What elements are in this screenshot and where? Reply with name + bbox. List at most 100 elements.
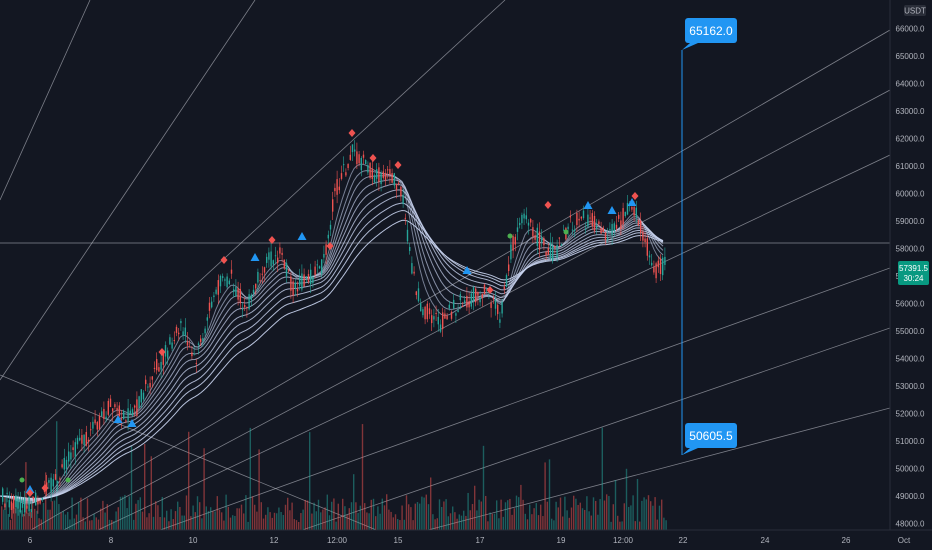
volume-bar	[141, 511, 144, 530]
volume-bar	[36, 510, 38, 530]
volume-bar	[599, 499, 601, 530]
fan-line[interactable]	[109, 267, 891, 549]
candle-body	[268, 252, 270, 260]
volume-bar	[595, 500, 597, 530]
volume-bar	[524, 513, 526, 530]
candle-body	[525, 215, 527, 220]
candle-body	[217, 280, 219, 295]
candle-body	[222, 276, 224, 278]
candle-body	[424, 306, 426, 320]
fan-line[interactable]	[0, 0, 256, 381]
fan-line[interactable]	[0, 0, 91, 201]
candle-body	[21, 499, 24, 508]
candle-body	[604, 232, 607, 241]
candle-body	[28, 496, 30, 512]
fan-line[interactable]	[0, 29, 891, 549]
volume-bar	[588, 511, 590, 530]
volume-bar	[441, 507, 443, 530]
volume-bar	[416, 502, 419, 530]
candle-body	[571, 229, 574, 231]
price-tick-label: 66000.0	[896, 25, 925, 34]
current-price-value: 57391.5	[899, 264, 928, 273]
volume-bar	[80, 497, 82, 530]
down-diamond-icon	[158, 348, 166, 356]
candle-body	[24, 498, 26, 513]
candle-body	[556, 244, 558, 258]
candle-body	[312, 277, 314, 284]
price-tick-label: 50000.0	[896, 465, 925, 474]
candle-body	[87, 439, 90, 442]
up-triangle-icon	[127, 419, 137, 427]
volume-bar	[458, 514, 460, 530]
candle-body	[156, 359, 158, 371]
volume-bar	[647, 495, 650, 530]
volume-bar	[628, 506, 630, 530]
candle-body	[340, 173, 343, 179]
candle-body	[81, 435, 83, 444]
candle-body	[615, 224, 618, 229]
volume-bar	[656, 519, 658, 530]
candle-body	[259, 280, 261, 282]
volume-bar	[394, 514, 397, 530]
volume-bar	[610, 521, 612, 530]
volume-bar	[467, 492, 469, 530]
volume-bar	[654, 497, 656, 530]
volume-bar	[619, 521, 621, 530]
volume-bar	[478, 499, 480, 530]
candle-body	[459, 294, 461, 301]
volume-bar	[612, 504, 614, 530]
candle-body	[136, 399, 138, 416]
candle-body	[244, 304, 246, 308]
time-tick-label: 15	[394, 536, 403, 545]
candle-body	[349, 154, 351, 160]
lower-callout[interactable]: 50605.5	[682, 423, 737, 455]
volume-bar	[130, 446, 133, 530]
volume-bar	[414, 503, 416, 530]
candle-body	[582, 210, 585, 219]
candle-body	[266, 256, 268, 263]
volume-bar	[293, 519, 295, 530]
time-tick-label: 12	[270, 536, 279, 545]
volume-bar	[126, 508, 128, 530]
candle-body	[378, 167, 380, 182]
price-tick-label: 48000.0	[896, 520, 925, 529]
currency-badge[interactable]	[904, 5, 926, 16]
volume-bar	[520, 484, 522, 530]
candle-body	[589, 217, 591, 219]
candle-body	[569, 215, 571, 218]
candle-body	[263, 267, 266, 273]
candle-body	[600, 228, 602, 234]
candle-body	[85, 432, 87, 446]
volume-bar	[25, 462, 27, 530]
volume-bar	[370, 499, 372, 530]
candle-body	[389, 169, 391, 175]
volume-bar	[339, 516, 342, 530]
fan-line[interactable]	[59, 154, 891, 549]
volume-bar	[603, 500, 606, 530]
volume-bar	[445, 499, 447, 530]
candle-body	[281, 252, 283, 255]
fan-line[interactable]	[0, 0, 506, 466]
candle-body	[74, 442, 76, 457]
volume-bar	[161, 496, 163, 530]
volume-bar	[390, 511, 392, 530]
time-axis[interactable]: 6 8 10 12 12:00 15 17 19 12:00 22 24 26 Oct	[0, 529, 932, 550]
volume-bar	[179, 506, 181, 530]
candle-body	[316, 264, 318, 266]
candle-body	[611, 224, 613, 236]
upper-callout[interactable]: 65162.0	[682, 18, 737, 50]
candle-body	[318, 266, 321, 269]
candle-body	[477, 292, 479, 296]
volume-bar	[119, 496, 122, 530]
candle-body	[239, 288, 241, 304]
dot-marker-icon	[19, 477, 25, 483]
volume-bar	[298, 521, 300, 530]
candle-body	[336, 179, 338, 195]
candle-body	[347, 163, 349, 168]
fan-line[interactable]	[249, 327, 891, 549]
fan-line[interactable]	[29, 89, 891, 549]
candle-body	[516, 227, 519, 232]
volume-bar	[410, 507, 412, 530]
volume-bar	[388, 509, 390, 530]
